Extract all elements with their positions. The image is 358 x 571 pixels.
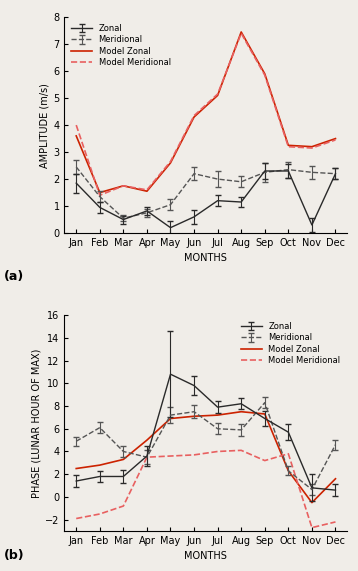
Model Zonal: [121, 182, 126, 189]
Model Zonal: [216, 92, 220, 99]
Y-axis label: AMPLITUDE (m/s): AMPLITUDE (m/s): [39, 83, 49, 167]
Model Zonal: [145, 437, 149, 444]
Model Meridional: [145, 454, 149, 461]
Line: Model Zonal: Model Zonal: [76, 412, 335, 502]
X-axis label: MONTHS: MONTHS: [184, 552, 227, 561]
Model Zonal: [310, 499, 314, 506]
Model Zonal: [74, 465, 78, 472]
Line: Model Meridional: Model Meridional: [76, 451, 335, 528]
Model Meridional: [74, 515, 78, 522]
Model Meridional: [333, 136, 338, 143]
Model Meridional: [168, 453, 173, 460]
Model Meridional: [216, 91, 220, 98]
Model Zonal: [192, 114, 196, 120]
Line: Model Meridional: Model Meridional: [76, 33, 335, 195]
Model Meridional: [286, 143, 290, 150]
Model Zonal: [333, 475, 338, 482]
Model Zonal: [192, 413, 196, 420]
Model Meridional: [98, 510, 102, 517]
Model Zonal: [333, 135, 338, 142]
Model Meridional: [333, 518, 338, 525]
Model Zonal: [239, 408, 243, 415]
Model Meridional: [239, 447, 243, 454]
Model Zonal: [121, 456, 126, 463]
Model Meridional: [168, 158, 173, 165]
Model Zonal: [216, 412, 220, 419]
Model Meridional: [286, 451, 290, 457]
Legend: Zonal, Meridional, Model Zonal, Model Meridional: Zonal, Meridional, Model Zonal, Model Me…: [69, 21, 173, 70]
Model Zonal: [239, 29, 243, 35]
Line: Model Zonal: Model Zonal: [76, 32, 335, 192]
Model Zonal: [74, 132, 78, 139]
Model Zonal: [286, 142, 290, 149]
Model Zonal: [310, 143, 314, 150]
Model Zonal: [98, 462, 102, 469]
Text: (b): (b): [4, 549, 24, 562]
Model Meridional: [216, 448, 220, 455]
Model Zonal: [263, 70, 267, 77]
X-axis label: MONTHS: MONTHS: [184, 254, 227, 263]
Model Zonal: [98, 189, 102, 196]
Model Meridional: [239, 30, 243, 37]
Model Meridional: [310, 524, 314, 531]
Model Meridional: [310, 144, 314, 151]
Model Meridional: [192, 112, 196, 119]
Model Meridional: [121, 502, 126, 509]
Model Zonal: [168, 415, 173, 422]
Model Meridional: [263, 457, 267, 464]
Model Meridional: [98, 192, 102, 199]
Model Meridional: [192, 452, 196, 459]
Legend: Zonal, Meridional, Model Zonal, Model Meridional: Zonal, Meridional, Model Zonal, Model Me…: [238, 319, 343, 368]
Model Meridional: [121, 182, 126, 189]
Model Zonal: [145, 188, 149, 195]
Model Meridional: [263, 72, 267, 79]
Y-axis label: PHASE (LUNAR HOUR OF MAX): PHASE (LUNAR HOUR OF MAX): [31, 348, 41, 498]
Model Meridional: [145, 187, 149, 194]
Model Meridional: [74, 122, 78, 128]
Model Zonal: [263, 411, 267, 417]
Model Zonal: [286, 468, 290, 475]
Text: (a): (a): [4, 270, 24, 283]
Model Zonal: [168, 159, 173, 166]
